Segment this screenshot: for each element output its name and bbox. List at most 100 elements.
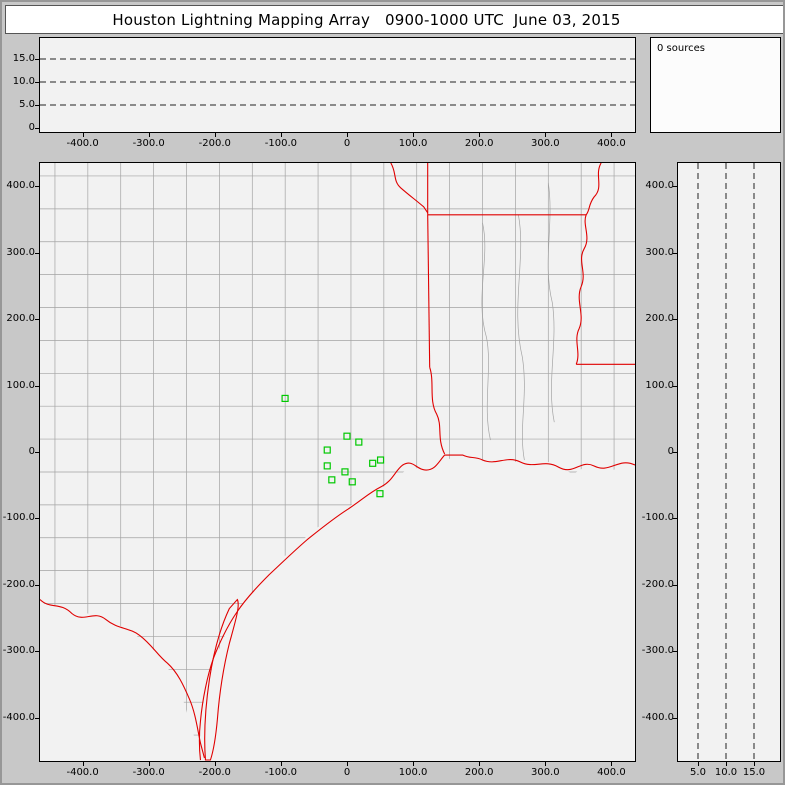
y-tick-label: -100.0 [641, 512, 674, 524]
y-tick-label: 0 [667, 446, 674, 457]
x-tick-label: 0 [343, 138, 351, 149]
tick-mark [754, 762, 755, 766]
altitude-tick-label: 0 [28, 122, 35, 133]
county-boundaries [40, 163, 635, 752]
y-tick-label: 0 [28, 446, 35, 457]
tick-mark [35, 452, 39, 453]
x-tick-label: 400.0 [597, 138, 626, 149]
altitude-tick-label: 10.0 [714, 767, 738, 778]
altitude-northsouth-panel [677, 162, 781, 762]
source-count-label: 0 sources [657, 43, 705, 54]
tick-mark [413, 762, 415, 766]
y-tick-label: -100.0 [2, 512, 35, 524]
texas-map [40, 163, 635, 761]
sabine-river-border [429, 367, 446, 455]
y-tick-label: -200.0 [2, 578, 35, 590]
y-tick-label: -400.0 [641, 711, 674, 723]
x-tick-label: -200.0 [198, 767, 231, 778]
texas-louisiana-border [427, 214, 431, 368]
tick-mark [35, 252, 39, 254]
barrier-island [204, 598, 239, 761]
tick-mark [280, 762, 282, 766]
x-tick-label: -100.0 [264, 138, 298, 149]
tick-mark [698, 762, 699, 766]
x-tick-label: -200.0 [198, 138, 231, 149]
x-tick-label: 300.0 [530, 138, 560, 149]
tick-mark [280, 133, 282, 137]
lma-station-marker [281, 394, 289, 403]
tick-mark [479, 133, 481, 137]
y-tick-label: 200.0 [645, 313, 674, 325]
county-irregular-lines [481, 182, 555, 461]
y-tick-label: 100.0 [645, 379, 674, 391]
lma-station-marker [323, 462, 331, 470]
x-tick-label: 100.0 [398, 767, 428, 778]
tick-mark [545, 133, 547, 137]
tick-mark [673, 717, 677, 719]
source-count-panel: 0 sources [650, 37, 781, 133]
x-tick-label: -300.0 [132, 767, 165, 778]
altitude-tick-label: 10.0 [12, 76, 35, 87]
tick-mark [611, 762, 613, 766]
tick-mark [413, 133, 415, 137]
tick-mark [673, 584, 677, 586]
lma-station-marker [376, 490, 384, 498]
tick-mark [82, 762, 84, 766]
lma-station-markers [281, 394, 385, 498]
tick-mark [35, 319, 39, 321]
lma-station-marker [328, 476, 336, 484]
y-tick-label: -300.0 [641, 645, 674, 657]
x-tick-label: 400.0 [597, 767, 626, 778]
tick-mark [35, 128, 39, 129]
x-tick-label: 0 [343, 767, 351, 778]
tick-mark [545, 762, 547, 766]
x-tick-label: 300.0 [530, 767, 560, 778]
lma-station-marker [355, 438, 363, 446]
x-tick-label: 200.0 [464, 138, 494, 149]
plan-view-map-panel [39, 162, 636, 762]
tick-mark [35, 717, 39, 719]
x-tick-label: -300.0 [132, 138, 165, 149]
tick-mark [35, 59, 39, 60]
state-borders [40, 163, 635, 761]
y-tick-label: 300.0 [645, 246, 674, 258]
y-tick-label: -300.0 [2, 645, 35, 657]
tick-mark [673, 651, 677, 653]
tick-mark [35, 385, 39, 387]
altitude-tick-label: 15.0 [12, 53, 35, 64]
tick-mark [479, 762, 481, 766]
altitude-tick-label: 5.0 [19, 99, 35, 110]
tick-mark [673, 252, 677, 254]
lma-station-marker [369, 459, 377, 467]
mississippi-river-border [575, 163, 602, 365]
x-tick-label: -400.0 [66, 138, 99, 149]
x-tick-label: 100.0 [398, 138, 428, 149]
gulf-coastline [198, 454, 635, 761]
tick-mark [347, 133, 348, 137]
tick-mark [673, 186, 677, 188]
tick-mark [148, 762, 150, 766]
tick-mark [214, 762, 216, 766]
tick-mark [35, 186, 39, 188]
x-tick-label: 200.0 [464, 767, 494, 778]
x-tick-label: -400.0 [66, 767, 99, 778]
altitude-eastwest-panel [39, 37, 636, 133]
county-grid-horizontal [40, 175, 635, 736]
tick-mark [35, 651, 39, 653]
page-title: Houston Lightning Mapping Array 0900-100… [112, 10, 621, 29]
y-tick-label: 200.0 [6, 313, 35, 325]
y-tick-label: -200.0 [641, 578, 674, 590]
y-tick-label: 300.0 [6, 246, 35, 258]
y-tick-label: 100.0 [6, 379, 35, 391]
tick-mark [35, 584, 39, 586]
tick-mark [673, 385, 677, 387]
title-bar: Houston Lightning Mapping Array 0900-100… [5, 5, 783, 34]
y-tick-label: 400.0 [645, 180, 674, 192]
tick-mark [673, 452, 677, 453]
y-tick-label: -400.0 [2, 711, 35, 723]
lma-station-marker [348, 478, 356, 486]
tick-mark [726, 762, 727, 766]
altitude-northsouth-plot [697, 163, 755, 761]
altitude-tick-label: 15.0 [742, 767, 766, 778]
